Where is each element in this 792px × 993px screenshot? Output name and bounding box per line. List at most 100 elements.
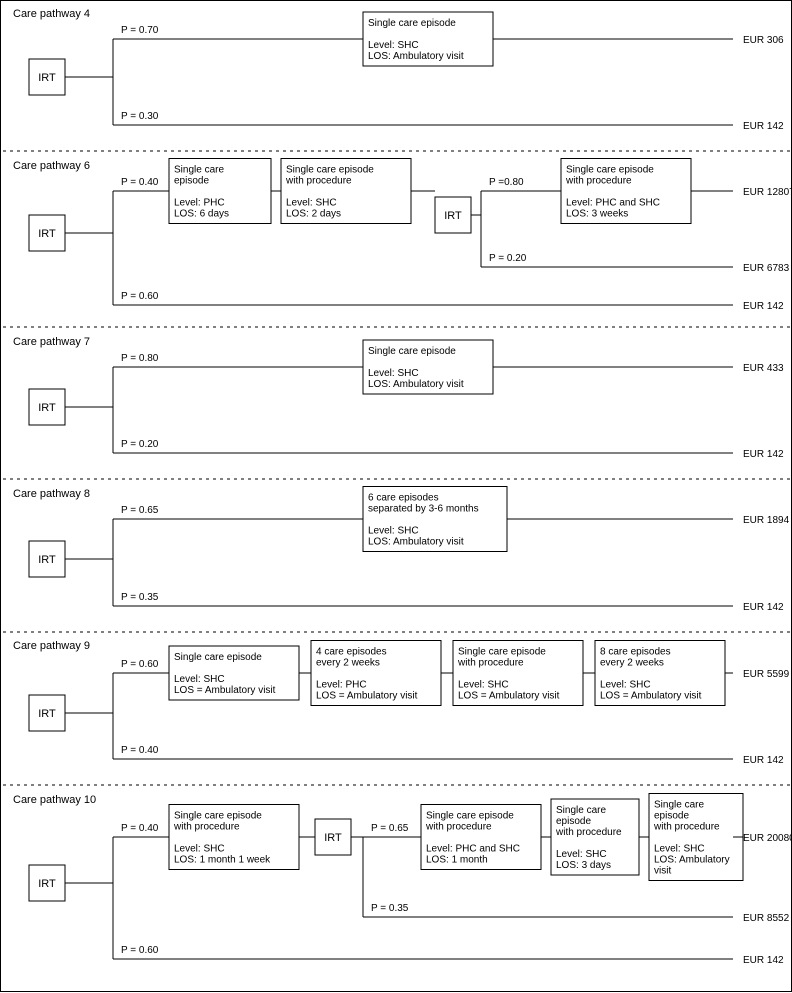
svg-text:episode: episode bbox=[654, 811, 689, 822]
svg-text:IRT: IRT bbox=[38, 402, 56, 414]
svg-text:Level: SHC: Level: SHC bbox=[654, 844, 705, 855]
svg-text:Single care episode: Single care episode bbox=[174, 652, 262, 663]
svg-text:EUR 20080: EUR 20080 bbox=[743, 833, 792, 844]
svg-text:Level: SHC: Level: SHC bbox=[368, 368, 419, 379]
svg-text:P = 0.70: P = 0.70 bbox=[121, 25, 159, 36]
svg-text:Care pathway 10: Care pathway 10 bbox=[13, 794, 96, 806]
svg-text:8 care episodes: 8 care episodes bbox=[600, 647, 671, 658]
svg-text:with procedure: with procedure bbox=[173, 822, 240, 833]
svg-text:Level: SHC: Level: SHC bbox=[600, 680, 651, 691]
svg-text:every 2 weeks: every 2 weeks bbox=[316, 658, 380, 669]
svg-text:P = 0.20: P = 0.20 bbox=[489, 253, 527, 264]
svg-text:EUR 433: EUR 433 bbox=[743, 363, 784, 374]
svg-text:Level: SHC: Level: SHC bbox=[174, 674, 225, 685]
svg-text:LOS: 2 days: LOS: 2 days bbox=[286, 209, 341, 220]
svg-text:LOS = Ambulatory visit: LOS = Ambulatory visit bbox=[458, 691, 560, 702]
svg-text:P = 0.65: P = 0.65 bbox=[371, 823, 409, 834]
pathways-svg: Care pathway 4 IRT P = 0.70 Single care epi… bbox=[1, 1, 792, 993]
svg-text:IRT: IRT bbox=[38, 72, 56, 84]
svg-text:EUR 5599: EUR 5599 bbox=[743, 669, 790, 680]
svg-text:IRT: IRT bbox=[38, 878, 56, 890]
svg-text:with procedure: with procedure bbox=[555, 827, 622, 838]
svg-text:IRT: IRT bbox=[324, 832, 342, 844]
svg-text:Single care episode: Single care episode bbox=[458, 647, 546, 658]
svg-text:EUR 142: EUR 142 bbox=[743, 602, 784, 613]
svg-text:6 care episodes: 6 care episodes bbox=[368, 493, 439, 504]
svg-text:IRT: IRT bbox=[38, 228, 56, 240]
svg-text:Level: SHC: Level: SHC bbox=[286, 198, 337, 209]
svg-text:P = 0.60: P = 0.60 bbox=[121, 291, 159, 302]
svg-text:Level: PHC: Level: PHC bbox=[174, 198, 225, 209]
svg-text:Care pathway 8: Care pathway 8 bbox=[13, 488, 90, 500]
svg-text:EUR 6783: EUR 6783 bbox=[743, 263, 790, 274]
svg-text:EUR 142: EUR 142 bbox=[743, 755, 784, 766]
svg-text:P = 0.65: P = 0.65 bbox=[121, 505, 159, 516]
svg-text:P = 0.40: P = 0.40 bbox=[121, 823, 159, 834]
svg-text:visit: visit bbox=[654, 866, 671, 877]
svg-text:LOS: 1 month: LOS: 1 month bbox=[426, 855, 488, 866]
svg-text:with procedure: with procedure bbox=[565, 176, 632, 187]
svg-text:Single care episode: Single care episode bbox=[286, 165, 374, 176]
svg-text:LOS = Ambulatory visit: LOS = Ambulatory visit bbox=[174, 685, 276, 696]
svg-text:Level: SHC: Level: SHC bbox=[174, 844, 225, 855]
svg-text:LOS: 6 days: LOS: 6 days bbox=[174, 209, 229, 220]
svg-text:Level: SHC: Level: SHC bbox=[368, 40, 419, 51]
svg-text:Level: SHC: Level: SHC bbox=[556, 849, 607, 860]
svg-text:EUR 142: EUR 142 bbox=[743, 121, 784, 132]
svg-text:LOS: 3 weeks: LOS: 3 weeks bbox=[566, 209, 628, 220]
svg-text:Single care episode: Single care episode bbox=[174, 811, 262, 822]
svg-text:Level: SHC: Level: SHC bbox=[368, 526, 419, 537]
svg-text:LOS: Ambulatory visit: LOS: Ambulatory visit bbox=[368, 537, 464, 548]
svg-text:P = 0.35: P = 0.35 bbox=[121, 592, 159, 603]
svg-text:P = 0.30: P = 0.30 bbox=[121, 111, 159, 122]
svg-text:separated by 3-6 months: separated by 3-6 months bbox=[368, 504, 479, 515]
svg-text:P = 0.60: P = 0.60 bbox=[121, 659, 159, 670]
svg-text:LOS: Ambulatory visit: LOS: Ambulatory visit bbox=[368, 379, 464, 390]
svg-text:every 2 weeks: every 2 weeks bbox=[600, 658, 664, 669]
svg-text:Level: PHC and SHC: Level: PHC and SHC bbox=[566, 198, 660, 209]
svg-text:Single care: Single care bbox=[654, 800, 704, 811]
svg-text:EUR 12807: EUR 12807 bbox=[743, 187, 792, 198]
svg-text:Care pathway 4: Care pathway 4 bbox=[13, 8, 90, 20]
svg-text:Single care: Single care bbox=[556, 805, 606, 816]
svg-text:LOS: Ambulatory visit: LOS: Ambulatory visit bbox=[368, 51, 464, 62]
svg-text:EUR 142: EUR 142 bbox=[743, 449, 784, 460]
svg-text:P = 0.60: P = 0.60 bbox=[121, 945, 159, 956]
svg-text:Level: PHC: Level: PHC bbox=[316, 680, 367, 691]
diagram-page: Care pathway 4 IRT P = 0.70 Single care epi… bbox=[0, 0, 792, 992]
svg-text:4 care episodes: 4 care episodes bbox=[316, 647, 387, 658]
svg-text:episode: episode bbox=[174, 176, 209, 187]
svg-text:Care pathway 7: Care pathway 7 bbox=[13, 336, 90, 348]
svg-text:with procedure: with procedure bbox=[285, 176, 352, 187]
svg-text:IRT: IRT bbox=[38, 554, 56, 566]
svg-text:LOS: 1 month 1 week: LOS: 1 month 1 week bbox=[174, 855, 271, 866]
svg-text:Level: PHC and SHC: Level: PHC and SHC bbox=[426, 844, 520, 855]
svg-text:episode: episode bbox=[556, 816, 591, 827]
svg-text:Single care: Single care bbox=[174, 165, 224, 176]
svg-text:Single care episode: Single care episode bbox=[566, 165, 654, 176]
svg-text:Care pathway 9: Care pathway 9 bbox=[13, 640, 90, 652]
svg-text:P = 0.35: P = 0.35 bbox=[371, 903, 409, 914]
svg-text:Level: SHC: Level: SHC bbox=[458, 680, 509, 691]
svg-text:Single care episode: Single care episode bbox=[368, 18, 456, 29]
svg-text:LOS: 3 days: LOS: 3 days bbox=[556, 860, 611, 871]
svg-text:P = 0.40: P = 0.40 bbox=[121, 177, 159, 188]
svg-text:IRT: IRT bbox=[444, 210, 462, 222]
svg-text:with procedure: with procedure bbox=[653, 822, 720, 833]
svg-text:P =0.80: P =0.80 bbox=[489, 177, 524, 188]
svg-text:IRT: IRT bbox=[38, 708, 56, 720]
svg-text:P = 0.40: P = 0.40 bbox=[121, 745, 159, 756]
svg-text:LOS = Ambulatory visit: LOS = Ambulatory visit bbox=[316, 691, 418, 702]
svg-text:LOS: Ambulatory: LOS: Ambulatory bbox=[654, 855, 730, 866]
svg-text:with procedure: with procedure bbox=[425, 822, 492, 833]
svg-text:EUR 142: EUR 142 bbox=[743, 301, 784, 312]
svg-text:P = 0.80: P = 0.80 bbox=[121, 353, 159, 364]
svg-text:Care pathway 6: Care pathway 6 bbox=[13, 160, 90, 172]
svg-text:P = 0.20: P = 0.20 bbox=[121, 439, 159, 450]
svg-text:Single care episode: Single care episode bbox=[426, 811, 514, 822]
svg-text:with procedure: with procedure bbox=[457, 658, 524, 669]
svg-text:Single care episode: Single care episode bbox=[368, 346, 456, 357]
svg-text:EUR 8552: EUR 8552 bbox=[743, 913, 790, 924]
svg-text:EUR 306: EUR 306 bbox=[743, 35, 784, 46]
svg-text:EUR 142: EUR 142 bbox=[743, 955, 784, 966]
